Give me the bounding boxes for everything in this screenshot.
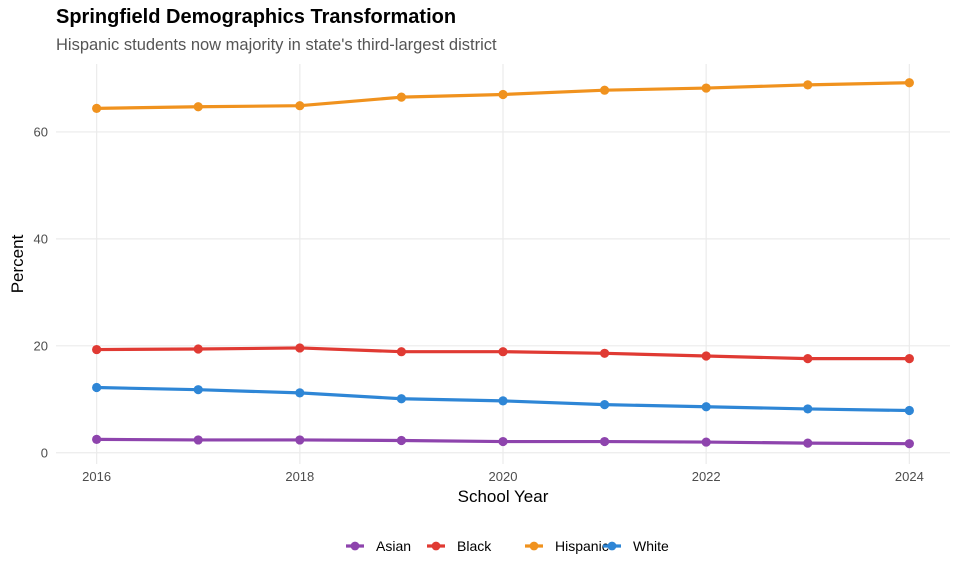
x-axis-ticks: 2016 2018 2020 2022 2024 — [82, 469, 924, 484]
data-point-black — [701, 351, 711, 361]
legend-item-white: White — [603, 538, 669, 554]
data-point-asian — [498, 436, 508, 447]
data-point-white — [396, 394, 407, 404]
data-point-black — [295, 343, 305, 353]
x-axis-title: School Year — [458, 487, 549, 506]
chart-title: Springfield Demographics Transformation — [56, 6, 457, 28]
data-point-white — [295, 388, 305, 398]
legend-item-black: Black — [427, 538, 492, 554]
data-point-asian — [193, 435, 203, 445]
y-axis-ticks: 0 20 40 60 — [34, 124, 48, 460]
legend: Asian Black Hispanic White — [346, 538, 669, 554]
legend-key-point — [350, 541, 360, 551]
data-point-white — [803, 404, 813, 414]
y-tick-label: 20 — [34, 338, 48, 353]
legend-key-point — [607, 541, 617, 551]
data-point-black — [498, 347, 508, 357]
y-axis-title: Percent — [8, 234, 27, 293]
data-point-white — [904, 405, 914, 416]
data-point-asian — [396, 435, 407, 446]
data-point-white — [599, 400, 610, 410]
data-point-hispanic — [92, 103, 102, 113]
data-point-hispanic — [193, 102, 203, 112]
data-point-asian — [92, 434, 102, 445]
y-tick-label: 0 — [41, 445, 48, 460]
data-point-black — [396, 347, 407, 357]
data-point-white — [498, 396, 508, 406]
series-asian — [92, 434, 914, 449]
legend-label: White — [633, 538, 669, 554]
data-point-black — [193, 344, 203, 354]
x-tick-label: 2018 — [285, 469, 314, 484]
data-point-hispanic — [498, 89, 508, 100]
legend-label: Asian — [376, 538, 411, 554]
data-point-black — [599, 348, 610, 358]
data-point-asian — [295, 435, 305, 445]
series-hispanic — [92, 78, 914, 113]
data-point-black — [92, 344, 102, 355]
series-black — [92, 343, 914, 364]
series-group — [92, 78, 914, 449]
data-point-black — [803, 354, 813, 364]
chart-subtitle: Hispanic students now majority in state'… — [56, 36, 497, 54]
data-point-asian — [904, 439, 914, 449]
legend-item-asian: Asian — [346, 538, 411, 554]
y-tick-label: 60 — [34, 124, 48, 139]
data-point-white — [92, 382, 102, 393]
data-point-hispanic — [599, 85, 610, 95]
x-tick-label: 2020 — [489, 469, 518, 484]
data-point-hispanic — [396, 92, 407, 102]
x-tick-label: 2024 — [895, 469, 924, 484]
x-tick-label: 2016 — [82, 469, 111, 484]
data-point-asian — [599, 436, 610, 447]
legend-key-point — [431, 541, 441, 551]
legend-label: Black — [457, 538, 492, 554]
data-point-black — [904, 354, 914, 364]
data-point-hispanic — [701, 83, 711, 93]
legend-item-hispanic: Hispanic — [525, 538, 609, 554]
data-point-white — [193, 385, 203, 395]
data-point-hispanic — [904, 78, 914, 88]
data-point-hispanic — [295, 101, 305, 111]
data-point-white — [701, 402, 711, 412]
legend-key-point — [529, 541, 539, 551]
series-white — [92, 382, 914, 416]
x-tick-label: 2022 — [692, 469, 721, 484]
data-point-hispanic — [803, 80, 813, 90]
data-point-asian — [803, 438, 813, 448]
data-point-asian — [701, 437, 711, 447]
y-tick-label: 40 — [34, 231, 48, 246]
legend-label: Hispanic — [555, 538, 609, 554]
